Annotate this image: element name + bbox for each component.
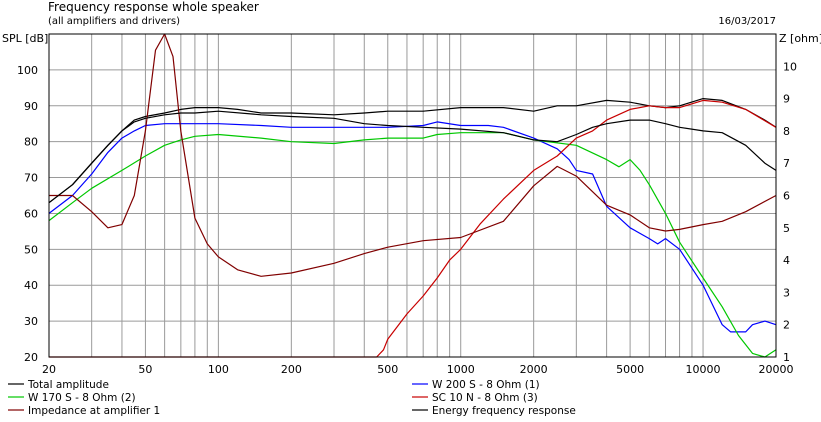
series-line-4 [49, 99, 777, 358]
y-tick-label: 20 [24, 351, 38, 364]
y2-tick-label: 8 [783, 125, 790, 138]
plot-frame [48, 33, 777, 358]
series-line-1 [48, 97, 777, 204]
y2-tick-label: 3 [783, 286, 790, 299]
legend-label: W 200 S - 8 Ohm (1) [432, 379, 540, 391]
y-tick-label: 40 [24, 279, 38, 292]
x-tick-label: 100 [208, 363, 229, 376]
x-tick-label: 50 [138, 363, 152, 376]
y2-tick-label: 2 [783, 319, 790, 332]
x-tick-label: 1000 [447, 363, 475, 376]
y2-tick-label: 5 [783, 222, 790, 235]
y-tick-label: 90 [24, 100, 38, 113]
y2-tick-label: 10 [783, 60, 797, 73]
legend-label: SC 10 N - 8 Ohm (3) [432, 392, 538, 404]
y2-tick-label: 9 [783, 93, 790, 106]
y2-tick-label: 1 [783, 351, 790, 364]
series-lines [48, 33, 777, 358]
y2-tick-label: 4 [783, 254, 790, 267]
y-tick-label: 30 [24, 315, 38, 328]
y-tick-label: 60 [24, 207, 38, 220]
y-tick-label: 50 [24, 243, 38, 256]
chart-title: Frequency response whole speaker [48, 0, 259, 14]
series-line-5 [49, 33, 777, 277]
x-tick-label: 20 [42, 363, 56, 376]
legend-label: Total amplitude [27, 379, 109, 391]
chart-subtitle: (all amplifiers and drivers) [48, 16, 180, 27]
chart-date: 16/03/2017 [718, 16, 776, 27]
legend-label: Energy frequency response [432, 405, 576, 417]
legend-label: W 170 S - 8 Ohm (2) [28, 392, 136, 404]
x-tick-label: 500 [377, 363, 398, 376]
x-tick-label: 5000 [616, 363, 644, 376]
y-tick-label: 80 [24, 136, 38, 149]
legend: Total amplitude W 200 S - 8 Ohm (1) W 170 … [8, 379, 576, 417]
y-tick-label: 100 [17, 64, 38, 77]
x-tick-label: 2000 [520, 363, 548, 376]
series-line-2 [48, 121, 777, 333]
tick-labels: 20 50 100 200 500 1000 2000 5000 10000 20000 20 30 4… [17, 60, 797, 376]
y-tick-label: 70 [24, 172, 38, 185]
x-tick-label: 20000 [759, 363, 794, 376]
x-tick-label: 200 [281, 363, 302, 376]
y2-axis-label: Z [ohm] [779, 32, 821, 45]
series-line-3 [48, 132, 777, 358]
series-line-6 [48, 110, 777, 204]
x-tick-label: 10000 [686, 363, 721, 376]
y-axis-label: SPL [dB] [2, 32, 48, 45]
y2-tick-label: 6 [783, 190, 790, 203]
legend-label: Impedance at amplifier 1 [28, 405, 160, 417]
y2-tick-label: 7 [783, 157, 790, 170]
